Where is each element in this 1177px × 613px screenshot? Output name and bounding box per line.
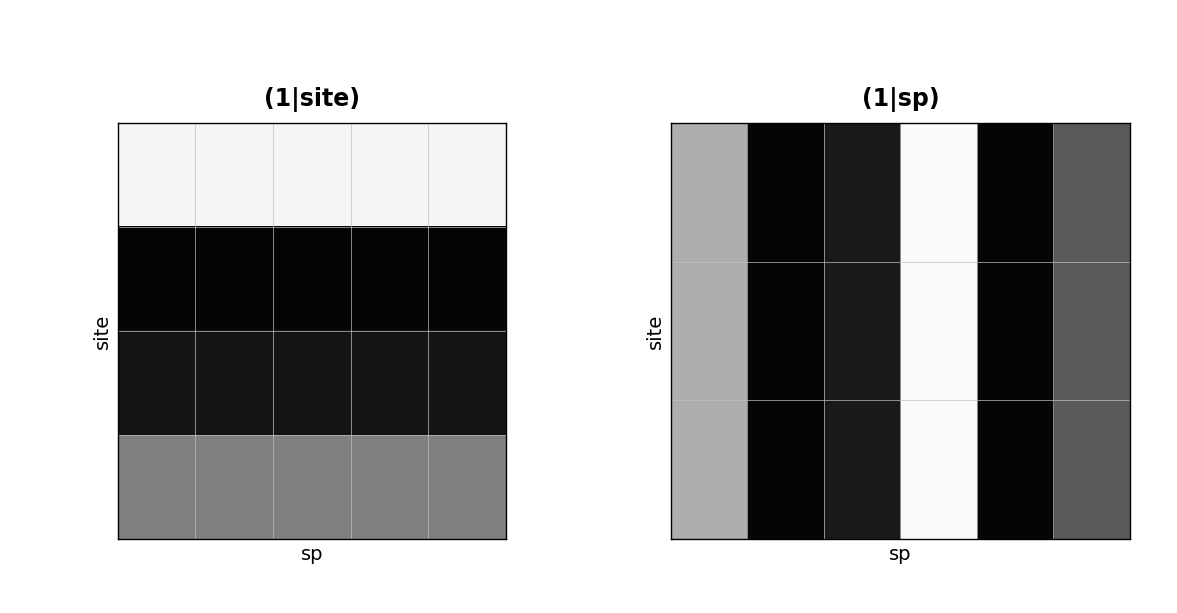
X-axis label: sp: sp (889, 545, 912, 564)
Y-axis label: site: site (93, 313, 112, 349)
Title: (1|site): (1|site) (264, 87, 360, 112)
Y-axis label: site: site (646, 313, 665, 349)
Title: (1|sp): (1|sp) (862, 87, 939, 112)
X-axis label: sp: sp (300, 545, 324, 564)
